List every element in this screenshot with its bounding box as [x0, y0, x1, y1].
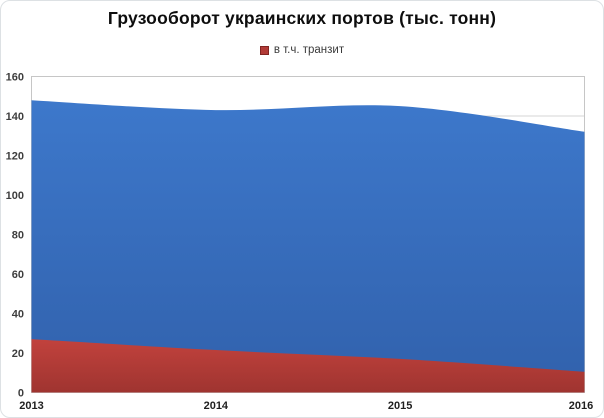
chart-title: Грузооборот украинских портов (тыс. тонн…: [107, 8, 497, 28]
y-tick-label: 120: [6, 151, 24, 163]
y-tick-label: 140: [6, 111, 24, 123]
y-tick-label: 160: [6, 72, 24, 84]
legend: в т.ч. транзит: [1, 44, 603, 56]
x-tick-label: 2014: [204, 400, 229, 412]
y-tick-label: 0: [18, 388, 24, 400]
y-tick-label: 40: [12, 309, 24, 321]
x-tick-label: 2015: [388, 400, 412, 412]
legend-label: в т.ч. транзит: [273, 44, 345, 56]
x-tick-label: 2013: [19, 400, 43, 412]
y-tick-label: 20: [12, 348, 24, 360]
transit-area: [31, 339, 585, 393]
total-area: [31, 100, 585, 393]
x-tick-label: 2016: [569, 400, 593, 412]
y-tick-label: 60: [12, 269, 24, 281]
y-tick-label: 80: [12, 230, 24, 242]
legend-marker-square-icon: [259, 45, 269, 55]
y-tick-label: 100: [6, 190, 24, 202]
